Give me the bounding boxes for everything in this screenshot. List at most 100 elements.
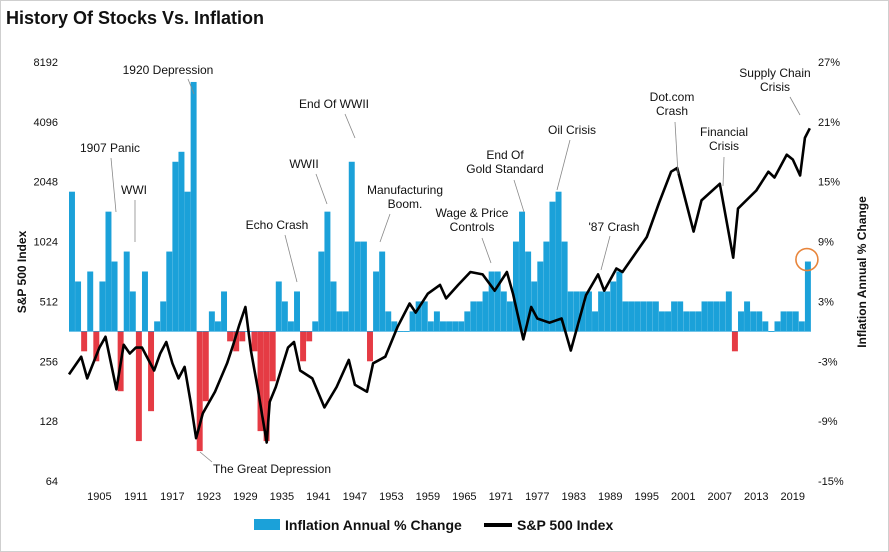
left-axis-ticks: 64 128 256 512 1024 2048 4096 8192 [34,57,58,488]
inflation-bar [665,311,671,332]
inflation-bar [616,271,623,332]
x-tick-label: 1905 [87,491,111,503]
inflation-bar [725,291,732,332]
inflation-bar [160,301,167,332]
inflation-bar [190,81,197,332]
annotation-leader [284,234,298,283]
inflation-bar [433,311,440,332]
inflation-bar [585,291,592,332]
inflation-bar [354,241,361,332]
inflation-bar [440,321,446,332]
inflation-bar [640,301,647,332]
left-axis-label: S&P 500 Index [15,230,29,313]
x-tick-label: 1941 [306,491,330,503]
inflation-bar [385,311,392,332]
x-tick-label: 2013 [744,491,768,503]
annotation-leader [600,235,611,271]
inflation-bar [141,271,148,332]
annotation-leader [674,121,679,175]
inflation-bar [701,301,708,332]
inflation-bar [573,291,580,332]
inflation-bar [476,301,483,332]
inflation-bar [592,311,599,332]
inflation-bar [567,291,574,332]
inflation-bar [719,301,726,332]
inflation-bar [683,311,690,332]
inflation-bar [239,331,246,342]
right-tick-label: 21% [818,117,840,129]
inflation-bars [69,81,811,452]
inflation-bar [537,261,544,332]
inflation-bar [744,301,751,332]
annotation-label: Oil Crisis [548,123,596,137]
annotation-label: '87 Crash [589,220,640,234]
x-tick-label: 1971 [489,491,513,503]
inflation-bar [208,311,215,332]
inflation-bar [531,281,538,332]
inflation-bar [415,301,422,332]
inflation-bar [330,281,337,332]
inflation-bar [488,271,495,332]
x-tick-label: 2001 [671,491,695,503]
left-tick-label: 2048 [34,177,58,189]
annotation-leader [789,96,801,116]
left-tick-label: 8192 [34,57,58,69]
inflation-bar [251,331,258,352]
inflation-bar [196,331,203,452]
inflation-bar [458,321,465,332]
x-tick-label: 1929 [233,491,257,503]
x-tick-label: 1977 [525,491,549,503]
latest-inflation-highlight [795,247,819,272]
left-tick-label: 512 [40,296,58,308]
inflation-bar [275,281,282,332]
inflation-bar [738,311,744,332]
inflation-bar [731,331,738,352]
inflation-bar [221,291,228,332]
inflation-bar [555,191,562,332]
inflation-bar [379,251,386,332]
annotation-label: Echo Crash [246,218,309,232]
inflation-bar [421,301,428,332]
left-tick-label: 4096 [34,117,58,129]
inflation-bar [750,311,757,332]
inflation-bar [129,291,136,332]
inflation-bar [178,151,185,332]
inflation-bar [525,251,532,332]
inflation-bar [148,331,155,412]
inflation-bar [671,301,678,332]
inflation-bar [202,331,209,402]
sp500-line-group [67,127,811,444]
inflation-bar [166,251,173,332]
right-tick-label: -3% [818,356,838,368]
x-tick-label: 1965 [452,491,476,503]
inflation-bar [227,331,234,342]
inflation-bar [81,331,88,352]
inflation-bar [348,161,355,332]
right-tick-label: 27% [818,57,840,69]
annotation-leader [110,157,117,213]
annotation-label: WWI [121,183,147,197]
annotation-leader [513,179,525,213]
annotation-leader [722,156,725,187]
x-axis-ticks: 1905 1911 1917 1923 1929 1935 1941 1947 1953 1959… [87,491,805,503]
x-tick-label: 2007 [708,491,732,503]
inflation-bar [312,321,319,332]
left-tick-label: 1024 [34,237,58,249]
right-tick-label: 3% [818,296,834,308]
inflation-bar [257,331,264,432]
inflation-bar [135,331,142,442]
inflation-bar [610,281,617,332]
annotation-leader [315,173,328,205]
inflation-bar [561,241,568,332]
inflation-bar [756,311,763,332]
chart-title: History Of Stocks Vs. Inflation [6,8,265,28]
right-axis-ticks: -15% -9% -3% 3% 9% 15% 21% 27% [818,57,844,488]
inflation-bar [318,251,325,332]
inflation-bar [93,331,100,362]
annotation-label: Wage & Price Controls [436,206,509,234]
inflation-bar [69,191,75,332]
inflation-bar [628,301,635,332]
annotation-leader [187,78,195,95]
inflation-bar [464,311,471,332]
annotation-label: Manufacturing Boom. [367,183,443,211]
